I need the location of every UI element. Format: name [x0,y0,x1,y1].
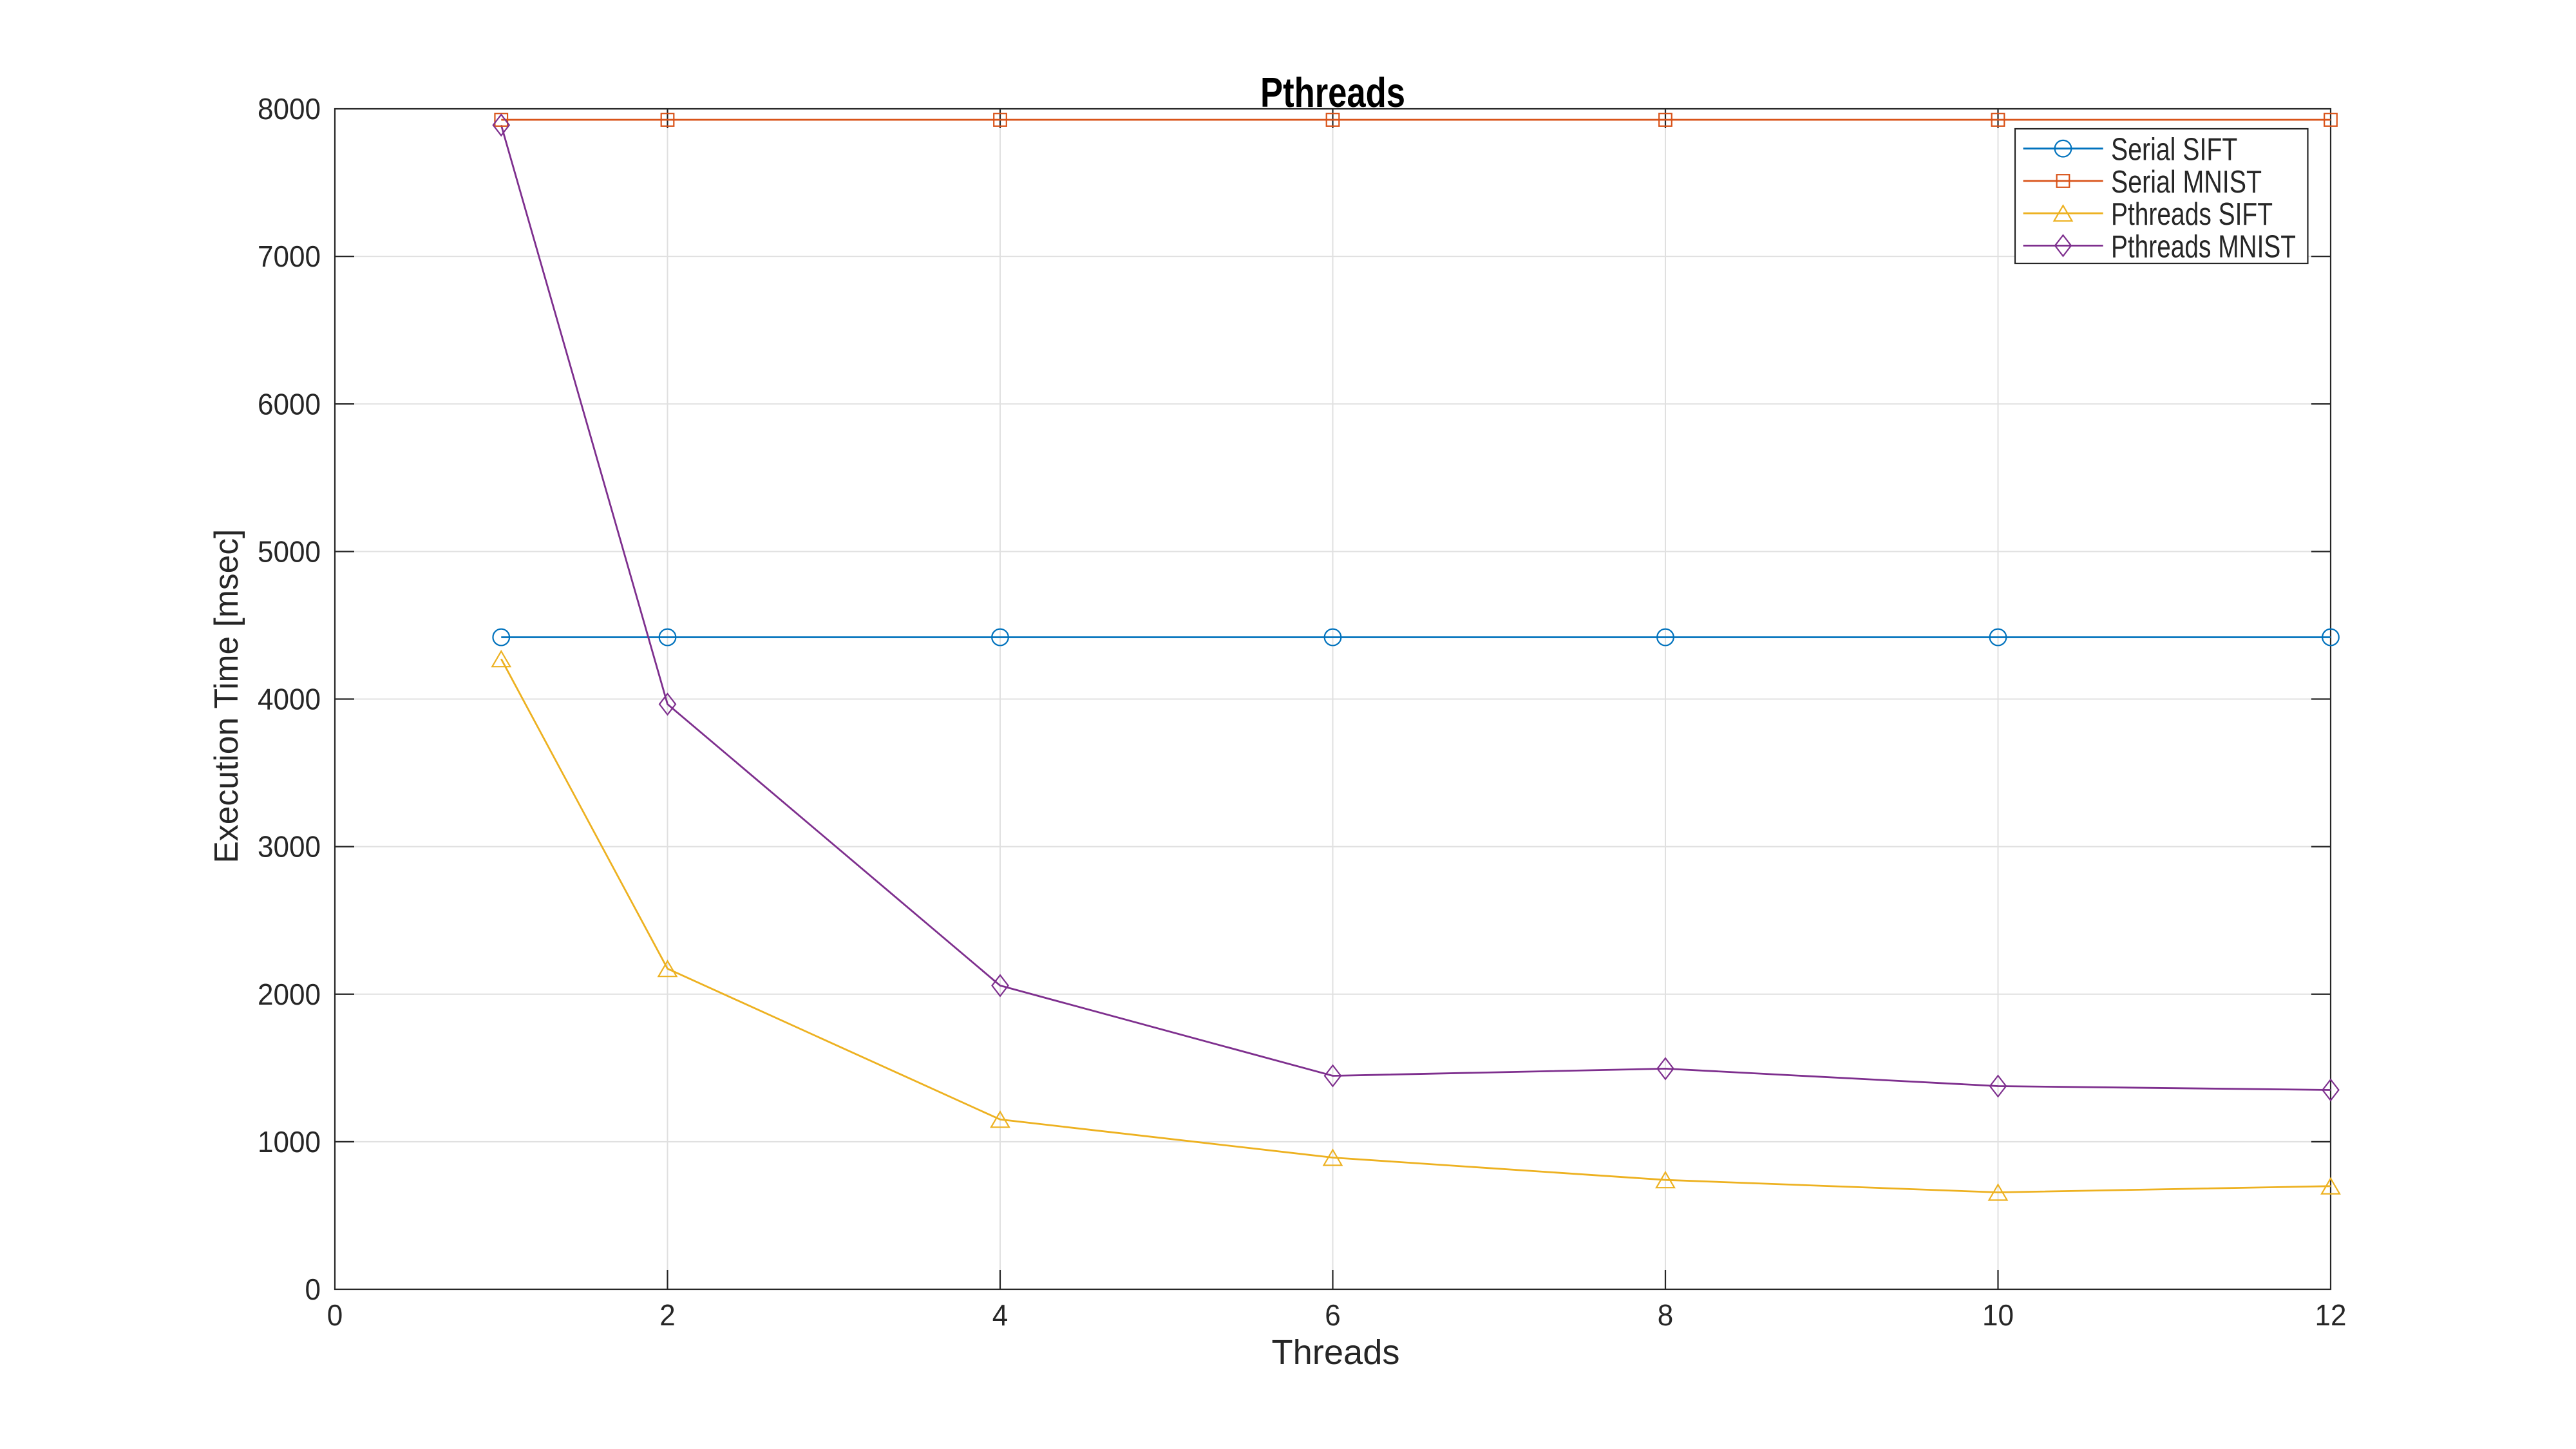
svg-text:Pthreads SIFT: Pthreads SIFT [2111,197,2273,232]
svg-text:8: 8 [1658,1298,1674,1332]
svg-text:10: 10 [1982,1298,2014,1332]
svg-text:6: 6 [1325,1298,1341,1332]
svg-text:Serial MNIST: Serial MNIST [2111,165,2262,200]
svg-text:Threads: Threads [1272,1333,1400,1372]
svg-text:0: 0 [327,1298,343,1332]
svg-text:Pthreads: Pthreads [1260,69,1405,116]
svg-text:8000: 8000 [258,92,321,126]
svg-text:1000: 1000 [258,1125,321,1159]
svg-text:6000: 6000 [258,387,321,421]
svg-text:0: 0 [305,1273,321,1306]
svg-text:4000: 4000 [258,683,321,716]
svg-text:Execution Time [msec]: Execution Time [msec] [208,529,245,864]
svg-text:Pthreads MNIST: Pthreads MNIST [2111,229,2296,264]
svg-text:2000: 2000 [258,978,321,1011]
svg-text:12: 12 [2315,1298,2347,1332]
svg-text:5000: 5000 [258,535,321,568]
svg-text:Serial SIFT: Serial SIFT [2111,133,2237,167]
svg-text:7000: 7000 [258,240,321,273]
svg-text:2: 2 [659,1298,676,1332]
svg-text:3000: 3000 [258,830,321,864]
svg-text:4: 4 [992,1298,1009,1332]
